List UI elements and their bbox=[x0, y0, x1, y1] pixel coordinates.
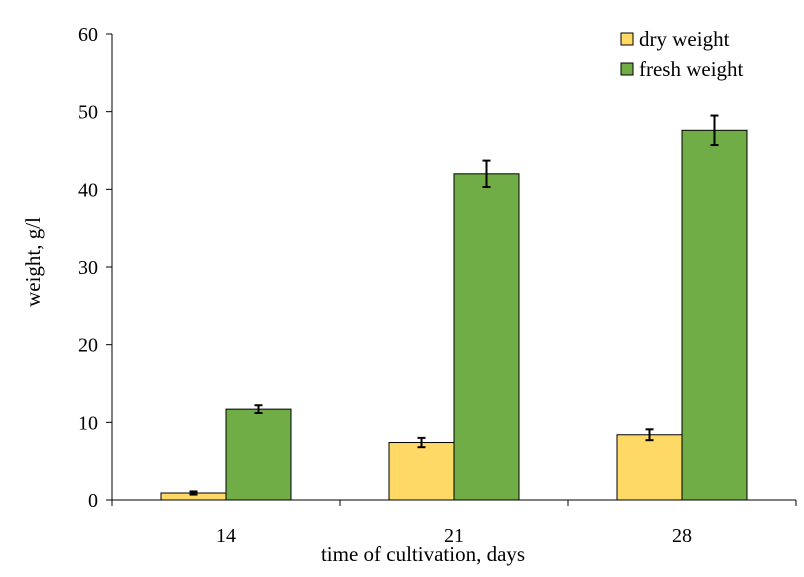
legend-label: dry weight bbox=[639, 27, 730, 51]
bar-fresh-weight-28 bbox=[681, 129, 748, 501]
bar-dry-weight-28 bbox=[616, 434, 683, 501]
y-axis: 0 10 20 30 40 50 60 bbox=[78, 24, 113, 512]
error-bars bbox=[189, 114, 719, 496]
x-tick-label: 14 bbox=[216, 525, 236, 547]
error-bar bbox=[254, 404, 263, 415]
y-tick-label: 50 bbox=[78, 102, 98, 124]
bar-fresh-weight-21 bbox=[453, 173, 520, 501]
y-tick-label: 0 bbox=[88, 490, 98, 512]
error-bar bbox=[417, 436, 426, 449]
bar-dry-weight-21 bbox=[388, 442, 455, 501]
y-tick-label: 10 bbox=[78, 412, 98, 434]
x-axis-title: time of cultivation, days bbox=[321, 542, 525, 566]
y-tick-label: 30 bbox=[78, 257, 98, 279]
legend: dry weight fresh weight bbox=[620, 27, 744, 81]
error-bar bbox=[645, 428, 654, 442]
error-bar bbox=[710, 114, 719, 147]
bar-fresh-weight-14 bbox=[225, 408, 292, 501]
legend-swatch bbox=[620, 32, 634, 46]
y-tick-label: 20 bbox=[78, 335, 98, 357]
legend-label: fresh weight bbox=[639, 57, 744, 81]
error-bar bbox=[482, 159, 491, 189]
y-tick-label: 40 bbox=[78, 179, 98, 201]
legend-swatch bbox=[620, 62, 634, 76]
x-tick-label: 28 bbox=[672, 525, 692, 547]
y-tick-label: 60 bbox=[78, 24, 98, 46]
y-axis-title: weight, g/l bbox=[21, 217, 45, 307]
x-axis: 14 21 28 bbox=[111, 499, 797, 547]
error-bar bbox=[189, 490, 198, 496]
x-tick-label: 21 bbox=[444, 525, 464, 547]
bars bbox=[160, 129, 748, 501]
